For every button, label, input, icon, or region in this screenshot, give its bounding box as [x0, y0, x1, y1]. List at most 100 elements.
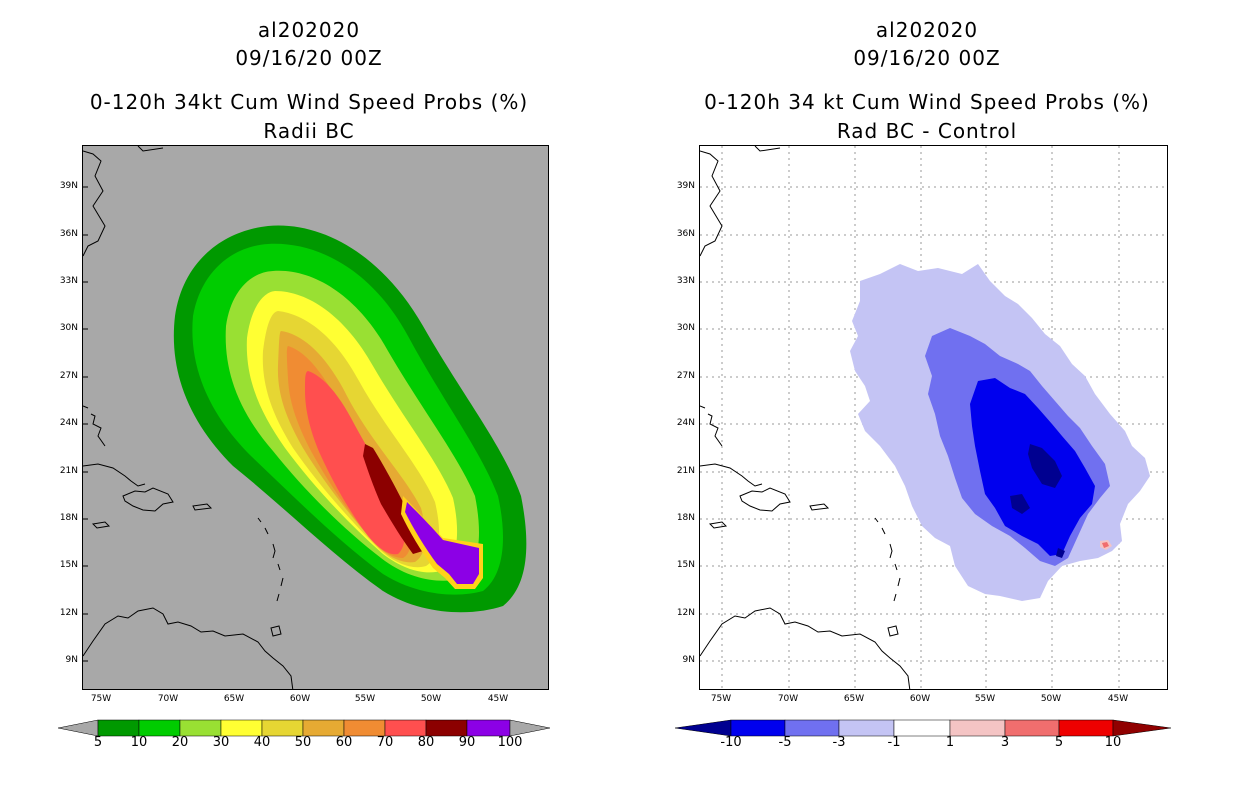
lat-label: 30N	[676, 323, 695, 333]
colorbar-label: 5	[93, 735, 103, 750]
lat-label: 21N	[59, 466, 78, 476]
colorbar-label: 70	[376, 735, 394, 750]
right-subtitle: Rad BC - Control	[836, 119, 1018, 143]
lat-label: 27N	[59, 371, 78, 381]
colorbar-box	[343, 719, 386, 737]
colorbar-box	[425, 719, 468, 737]
coastline-us-east	[83, 146, 164, 257]
left-storm-id: al202020	[257, 18, 361, 42]
colorbar-box	[261, 719, 304, 737]
coastline-jamaica	[91, 521, 111, 529]
colorbar-label: -10	[720, 735, 742, 750]
colorbar-label: 100	[497, 735, 523, 750]
coastlines	[700, 146, 911, 689]
coastline-south-america	[700, 607, 911, 689]
lat-label: 21N	[676, 466, 695, 476]
coastline-florida-keys	[700, 405, 723, 447]
coastline-florida-keys	[83, 405, 106, 447]
lat-label: 33N	[59, 276, 78, 286]
lat-label: 12N	[676, 608, 695, 618]
coastline-cuba	[83, 463, 146, 487]
lat-label: 39N	[676, 181, 695, 191]
colorbar-box	[466, 719, 511, 737]
colorbar-label: 10	[1104, 735, 1122, 750]
right-datetime: 09/16/20 00Z	[853, 46, 1001, 70]
lon-label: 60W	[289, 694, 311, 704]
colorbar-label: 10	[130, 735, 148, 750]
lat-ticks	[83, 186, 88, 662]
colorbar-box	[949, 719, 1006, 737]
lon-label: 45W	[1107, 694, 1129, 704]
lon-label: 65W	[843, 694, 865, 704]
coastline-us-east	[700, 146, 781, 257]
colorbar-under-arrow	[674, 719, 732, 737]
lat-label: 18N	[59, 513, 78, 523]
colorbar-box	[838, 719, 895, 737]
colorbar-box	[138, 719, 181, 737]
left-map-plot	[82, 145, 549, 690]
lat-label: 24N	[59, 418, 78, 428]
lat-label: 15N	[676, 560, 695, 570]
right-storm-id: al202020	[875, 18, 979, 42]
colorbar-label: -5	[778, 735, 792, 750]
lat-label: 27N	[676, 371, 695, 381]
left-title: 0-120h 34kt Cum Wind Speed Probs (%)	[89, 90, 529, 114]
difference-contours	[850, 264, 1150, 601]
gridlines	[700, 146, 1167, 689]
coastline-hispaniola	[739, 487, 791, 512]
lat-label: 12N	[59, 608, 78, 618]
lat-label: 18N	[676, 513, 695, 523]
left-colorbar	[57, 719, 551, 737]
coastline-hispaniola	[122, 487, 174, 512]
coastline-jamaica	[708, 521, 728, 529]
right-colorbar	[674, 719, 1172, 737]
lat-label: 24N	[676, 418, 695, 428]
lon-label: 50W	[1040, 694, 1062, 704]
lat-label: 9N	[682, 655, 695, 665]
contour-minus-10	[1010, 444, 1065, 558]
lon-label: 70W	[157, 694, 179, 704]
colorbar-under-arrow	[57, 719, 99, 737]
colorbar-box	[220, 719, 263, 737]
colorbar-label: 1	[945, 735, 955, 750]
colorbar-box	[784, 719, 840, 737]
lat-label: 15N	[59, 560, 78, 570]
lon-label: 45W	[487, 694, 509, 704]
right-map-svg	[700, 146, 1167, 689]
colorbar-box	[730, 719, 786, 737]
colorbar-box	[97, 719, 140, 737]
lat-label: 39N	[59, 181, 78, 191]
lat-label: 30N	[59, 323, 78, 333]
colorbar-label: -1	[887, 735, 901, 750]
right-map-plot	[699, 145, 1168, 690]
coastline-puerto-rico	[809, 503, 830, 511]
colorbar-label: 90	[458, 735, 476, 750]
coastline-lesser-antilles	[874, 517, 901, 602]
left-subtitle: Radii BC	[263, 119, 355, 143]
left-map-svg	[83, 146, 527, 689]
coastline-trinidad	[887, 625, 899, 637]
lon-label: 50W	[420, 694, 442, 704]
colorbar-label: 50	[294, 735, 312, 750]
coastline-trinidad	[270, 625, 282, 637]
contour-100	[405, 502, 479, 584]
left-panel: al202020 09/16/20 00Z 0-120h 34kt Cum Wi…	[57, 18, 551, 750]
coastline-lesser-antilles	[257, 517, 284, 602]
colorbar-label: 80	[417, 735, 435, 750]
colorbar-label: 5	[1054, 735, 1064, 750]
lon-label: 75W	[710, 694, 732, 704]
colorbar-box	[1058, 719, 1114, 737]
colorbar-label: 60	[335, 735, 353, 750]
colorbar-label: 30	[212, 735, 230, 750]
coastline-south-america	[83, 607, 294, 689]
contour-70	[305, 371, 405, 555]
colorbar-box	[893, 719, 951, 737]
lat-label: 9N	[65, 655, 78, 665]
colorbar-label: 40	[253, 735, 271, 750]
lon-label: 60W	[909, 694, 931, 704]
colorbar-label: -3	[832, 735, 846, 750]
colorbar-box	[384, 719, 427, 737]
lon-label: 75W	[90, 694, 112, 704]
colorbar-box	[1004, 719, 1060, 737]
colorbar-over-arrow	[1112, 719, 1172, 737]
